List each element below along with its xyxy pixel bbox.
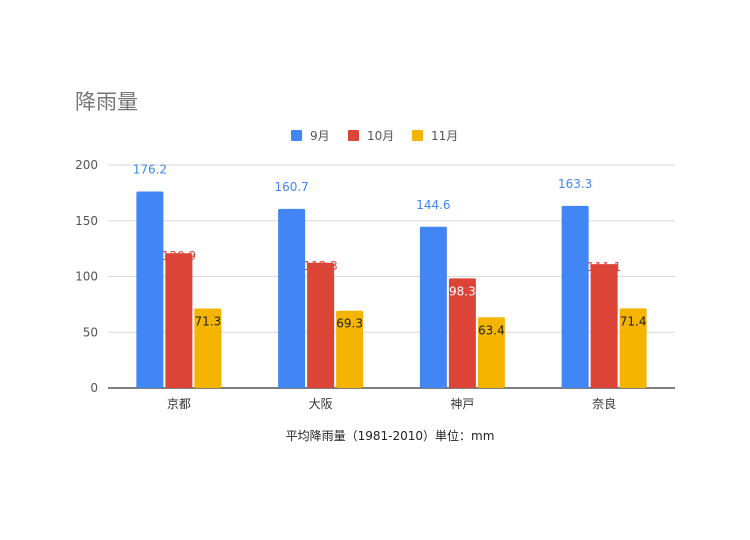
- y-tick-label: 50: [83, 325, 98, 339]
- chart-title: 降雨量: [75, 90, 138, 114]
- y-tick-label: 200: [75, 158, 98, 172]
- data-label: 63.4: [478, 323, 505, 337]
- legend-swatch: [291, 130, 302, 141]
- legend-swatch: [348, 130, 359, 141]
- bar-1: [419, 226, 447, 388]
- x-tick-label: 奈良: [592, 396, 616, 411]
- data-label: 71.4: [620, 314, 647, 328]
- x-tick-label: 神戸: [450, 397, 474, 411]
- data-label: 144.6: [416, 198, 450, 212]
- x-tick-label: 京都: [167, 397, 191, 411]
- x-axis-title: 平均降雨量（1981-2010）単位：mm: [286, 428, 495, 443]
- bar-1: [561, 205, 589, 388]
- y-tick-label: 0: [90, 381, 98, 395]
- data-label: 163.3: [558, 177, 592, 191]
- bar-1: [136, 191, 164, 388]
- bar-1: [278, 208, 306, 388]
- data-label: 120.9: [162, 249, 196, 263]
- bar-2: [590, 264, 618, 388]
- bar-2: [165, 253, 193, 388]
- bar-3: [194, 308, 222, 388]
- data-label: 160.7: [274, 180, 308, 194]
- y-tick-label: 150: [75, 214, 98, 228]
- y-tick-label: 100: [75, 270, 98, 284]
- legend-label: 10月: [367, 129, 394, 143]
- data-label: 111.1: [587, 260, 621, 274]
- data-label: 71.3: [195, 315, 222, 329]
- bar-2: [448, 278, 476, 388]
- x-tick-label: 大阪: [309, 397, 333, 411]
- legend-label: 11月: [431, 129, 458, 143]
- legend-label: 9月: [310, 129, 330, 143]
- data-label: 98.3: [449, 284, 476, 298]
- data-label: 112.3: [303, 259, 337, 273]
- bar-3: [336, 310, 364, 388]
- legend-swatch: [412, 130, 423, 141]
- bar-3: [477, 317, 505, 388]
- bar-3: [619, 308, 647, 388]
- data-label: 69.3: [336, 317, 363, 331]
- data-label: 176.2: [133, 163, 167, 177]
- bar-2: [307, 262, 335, 388]
